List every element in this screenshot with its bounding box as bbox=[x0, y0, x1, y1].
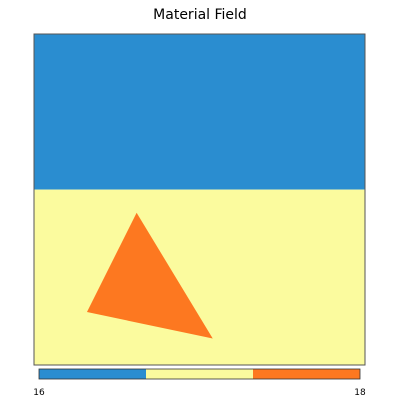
plot-frame bbox=[33, 33, 366, 366]
chart-title: Material Field bbox=[153, 7, 247, 23]
material-region-18 bbox=[86, 212, 213, 339]
colorbar bbox=[38, 368, 361, 380]
material-region-17 bbox=[34, 34, 365, 190]
colorbar-frame bbox=[38, 368, 361, 380]
colorbar-max-label: 18 bbox=[354, 388, 366, 398]
plot-area bbox=[34, 34, 365, 365]
colorbar-min-label: 16 bbox=[33, 388, 45, 398]
material-region-16 bbox=[34, 189, 365, 365]
colorbar-segment-1 bbox=[39, 369, 146, 379]
colorbar-segment-2 bbox=[146, 369, 253, 379]
colorbar-segment-3 bbox=[253, 369, 360, 379]
